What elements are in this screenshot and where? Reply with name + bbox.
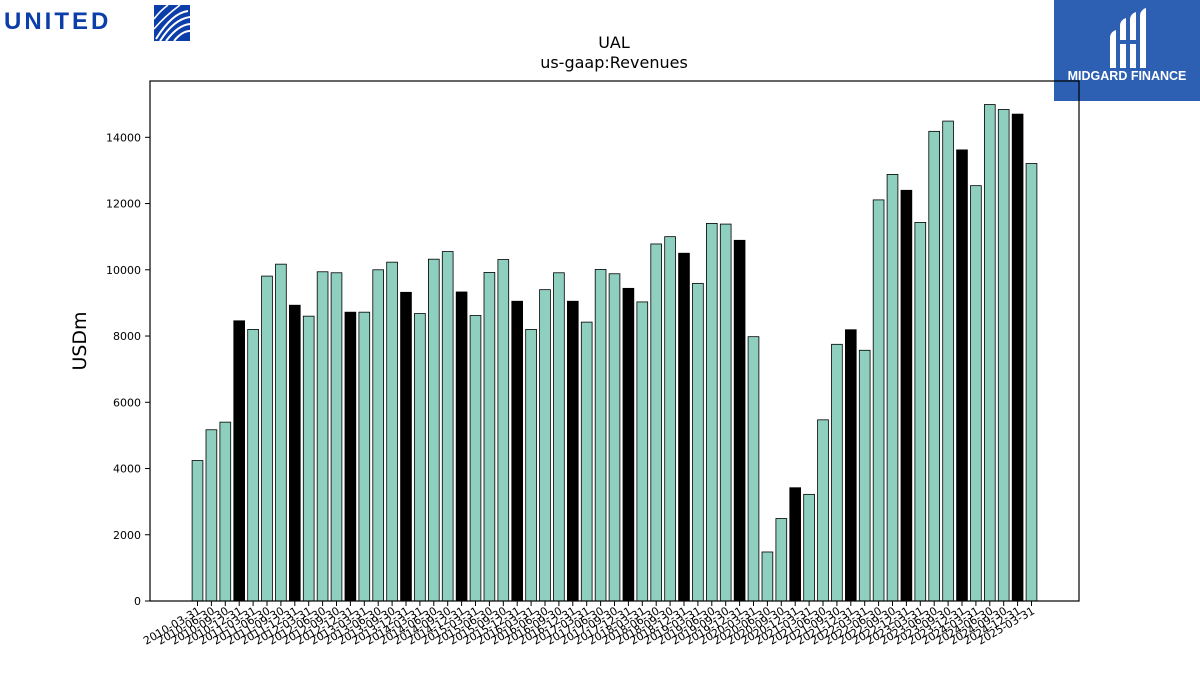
bar-2021-03-31 [803, 493, 815, 602]
bar-2016-03-31 [525, 329, 537, 602]
bar-2017-06-30 [594, 269, 607, 602]
bar-2013-03-31 [358, 311, 371, 602]
bar-2014-06-30 [427, 258, 440, 602]
bar-2018-03-31 [636, 301, 649, 602]
bar-2019-09-30 [719, 223, 732, 602]
bar-2019-06-30 [706, 223, 718, 602]
y-axis: 0 2000 4000 6000 8000 10000 12000 14000 [106, 131, 150, 608]
bar-2018-06-30 [650, 243, 662, 602]
midgard-wordmark: MIDGARD FINANCE [1067, 69, 1187, 83]
bar-2014-12-31 [455, 291, 468, 602]
bar-2013-12-31 [400, 291, 412, 602]
bar-2022-06-30 [872, 199, 885, 602]
bar-2021-09-30 [831, 343, 843, 602]
bar-2021-06-30 [817, 419, 829, 602]
bar-2016-06-30 [539, 289, 551, 602]
bar-2020-06-30 [761, 551, 774, 602]
midgard-mark-icon [1110, 8, 1146, 68]
bar-2022-09-30 [886, 173, 899, 602]
y-tick-label: 2000 [113, 529, 141, 542]
bar-2016-12-31 [567, 300, 579, 602]
bar-2011-09-30 [275, 263, 287, 602]
bar-2015-09-30 [497, 259, 510, 602]
y-tick-label: 0 [134, 595, 141, 608]
globe-icon [154, 5, 190, 41]
bar-2011-06-30 [261, 275, 273, 602]
bar-2017-03-31 [580, 321, 593, 602]
united-wordmark: UNITED [4, 8, 112, 35]
chart-subtitle: us-gaap:Revenues [540, 53, 688, 72]
bar-2013-06-30 [372, 269, 384, 602]
y-tick-label: 4000 [113, 463, 141, 476]
bar-2010-09-30 [219, 421, 232, 602]
midgard-finance-logo: MIDGARD FINANCE [1054, 0, 1200, 101]
bar-2016-09-30 [553, 272, 565, 602]
bar-2011-03-31 [247, 329, 259, 602]
bar-2024-09-30 [997, 109, 1010, 602]
bar-2018-12-31 [678, 252, 690, 602]
y-tick-label: 6000 [113, 396, 141, 409]
bar-2023-12-31 [956, 149, 968, 602]
bar-2022-03-31 [858, 349, 871, 602]
bar-2012-09-30 [330, 272, 343, 602]
bar-2017-09-30 [608, 273, 621, 602]
bar-2012-03-31 [302, 315, 315, 602]
bar-2023-06-30 [928, 130, 940, 602]
y-tick-label: 8000 [113, 330, 141, 343]
bar-2024-03-31 [970, 185, 982, 602]
x-axis: 2010-03-312010-06-302010-09-302010-12-31… [141, 601, 1037, 648]
y-axis-label: USDm [69, 311, 91, 370]
bar-2011-12-31 [288, 304, 301, 602]
bar-2014-03-31 [414, 313, 426, 602]
y-tick-label: 14000 [106, 131, 141, 144]
bar-2010-06-30 [205, 429, 218, 602]
bar-2012-12-31 [344, 311, 357, 602]
bar-2022-12-31 [900, 189, 913, 602]
bar-2010-12-31 [233, 320, 246, 602]
plot-frame [149, 80, 1080, 602]
bar-2023-03-31 [914, 222, 927, 602]
chart-title: UAL [598, 33, 630, 52]
bar-2015-06-30 [483, 272, 496, 602]
bar-2018-09-30 [664, 236, 676, 602]
bar-2019-12-31 [733, 239, 746, 602]
y-tick-label: 10000 [106, 264, 141, 277]
bar-2010-03-31 [191, 460, 204, 602]
bar-group [191, 104, 1038, 602]
bar-2014-09-30 [441, 251, 454, 602]
bar-2021-12-31 [845, 329, 857, 602]
bar-2024-06-30 [984, 104, 996, 602]
bar-2024-12-31 [1011, 113, 1024, 602]
bar-2023-09-30 [942, 120, 954, 602]
bar-2020-09-30 [775, 518, 788, 602]
bar-2019-03-31 [692, 282, 704, 602]
y-tick-label: 12000 [106, 198, 141, 211]
bar-2025-03-31 [1025, 163, 1038, 602]
united-logo: UNITED [4, 4, 194, 42]
bar-2012-06-30 [316, 271, 329, 602]
bar-2015-03-31 [469, 315, 482, 602]
bar-2020-12-31 [789, 487, 801, 602]
bar-2015-12-31 [511, 300, 523, 602]
bar-2017-12-31 [622, 287, 635, 602]
bar-2020-03-31 [747, 336, 760, 602]
bar-2013-09-30 [386, 261, 398, 602]
